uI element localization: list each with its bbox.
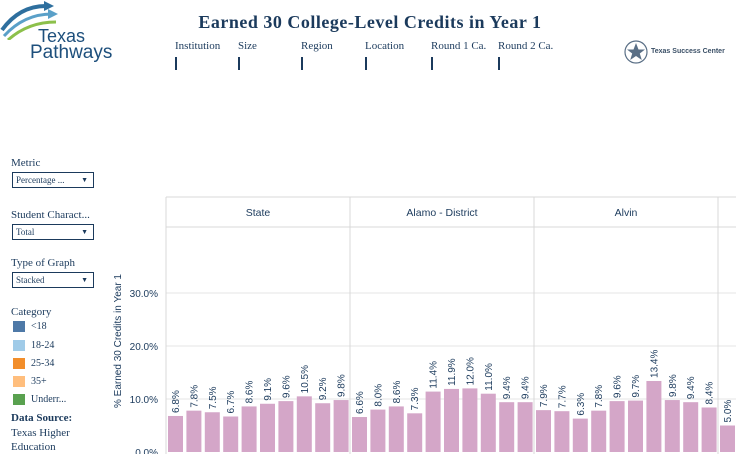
category-legend: <18 18-24 25-34 35+ Underr... [0, 318, 110, 406]
bar-value-label: 9.1% [263, 378, 274, 401]
y-tick-label: 0.0% [135, 448, 158, 454]
bar [186, 410, 202, 452]
bar-value-label: 11.0% [484, 363, 495, 391]
y-tick-label: 20.0% [130, 342, 158, 353]
filter-location[interactable]: Location [365, 40, 404, 70]
bar [333, 400, 349, 452]
bar-value-label: 6.8% [171, 390, 182, 413]
chevron-down-icon: ▼ [81, 176, 88, 184]
bar [168, 415, 183, 452]
graph-type-select[interactable]: Stacked ▼ [12, 272, 94, 288]
bar-value-label: 9.4% [686, 376, 697, 399]
panel-header-label: Alamo - District [406, 207, 477, 219]
bar [388, 406, 404, 452]
bar [260, 403, 275, 452]
bar [407, 413, 423, 452]
bar [241, 406, 257, 452]
bar [720, 425, 735, 452]
bar-value-label: 8.4% [705, 382, 716, 405]
filter-region[interactable]: Region [301, 40, 333, 70]
bar [370, 409, 386, 452]
partner-name: Texas Success Center [651, 48, 725, 55]
bar [352, 417, 367, 452]
chevron-down-icon: ▼ [81, 276, 88, 284]
bar [425, 391, 441, 452]
bar-value-label: 9.2% [318, 377, 329, 400]
filter-institution[interactable]: Institution [175, 40, 220, 70]
texas-success-center-logo: Texas Success Center [624, 40, 725, 69]
filter-round2[interactable]: Round 2 Ca. [498, 40, 553, 70]
data-source-title: Data Source: [11, 412, 73, 424]
bar-value-label: 9.4% [521, 376, 532, 399]
bar [628, 400, 643, 452]
bar-value-label: 13.4% [649, 350, 660, 378]
category-label: Category [11, 306, 52, 318]
bar-value-label: 8.0% [373, 384, 384, 407]
bar-value-label: 7.5% [208, 386, 219, 409]
page-title: Earned 30 College-Level Credits in Year … [198, 12, 542, 32]
bar-value-label: 7.8% [594, 385, 605, 408]
logo-line-2: Pathways [30, 42, 113, 63]
bar-value-label: 9.6% [613, 375, 624, 398]
bar [444, 388, 459, 452]
bar-value-label: 9.6% [281, 375, 292, 398]
bar [701, 407, 717, 452]
student-characteristic-select[interactable]: Total ▼ [12, 224, 94, 240]
filter-size[interactable]: Size [238, 40, 257, 70]
bar-value-label: 9.4% [502, 376, 513, 399]
bar [278, 401, 294, 452]
bar-value-label: 6.3% [576, 393, 587, 416]
bar-value-label: 11.4% [429, 361, 440, 389]
bar [315, 403, 331, 452]
bar-value-label: 6.6% [355, 391, 366, 414]
data-source-line: Education [11, 441, 56, 453]
bar [223, 416, 239, 452]
bar [572, 418, 588, 452]
graph-type-label: Type of Graph [11, 257, 75, 269]
bar-value-label: 5.0% [723, 400, 734, 423]
bar [683, 402, 699, 452]
bar-value-label: 9.8% [668, 374, 679, 397]
texas-pathways-logo: Texas Pathways [0, 0, 150, 70]
bar-value-label: 9.8% [337, 374, 348, 397]
bar-value-label: 11.9% [447, 358, 458, 386]
bar-value-label: 6.7% [226, 391, 237, 414]
bar [204, 412, 220, 452]
metric-select[interactable]: Percentage ... ▼ [12, 172, 94, 188]
bar [609, 401, 625, 452]
bar [480, 393, 496, 452]
logo-arrows-icon [0, 1, 58, 40]
bar-value-label: 7.8% [189, 385, 200, 408]
bar [517, 402, 533, 452]
bar-value-label: 12.0% [465, 357, 476, 385]
bar-value-label: 7.7% [557, 385, 568, 408]
bar [591, 410, 607, 452]
metric-label: Metric [11, 157, 41, 169]
bar [664, 400, 680, 452]
bar-value-label: 10.5% [300, 365, 311, 393]
bar-value-label: 8.6% [245, 381, 256, 404]
bar-value-label: 8.6% [392, 381, 403, 404]
bar-value-label: 9.7% [631, 375, 642, 398]
bar [296, 396, 312, 452]
logo-line-1: Texas [38, 26, 86, 46]
data-source-line: Texas Higher [11, 427, 70, 439]
panel-header-label: Alvin [615, 207, 638, 219]
bar [646, 380, 662, 452]
bar [536, 410, 551, 452]
bar [462, 388, 478, 452]
star-seal-icon [624, 40, 648, 64]
chevron-down-icon: ▼ [81, 228, 88, 236]
y-tick-label: 10.0% [130, 395, 158, 406]
panel-header-label: State [246, 207, 271, 219]
bar [499, 402, 515, 452]
y-tick-label: 30.0% [130, 289, 158, 300]
bar-value-label: 7.9% [539, 384, 550, 407]
y-axis-label: % Earned 30 Credits in Year 1 [113, 274, 124, 408]
bar-value-label: 7.3% [410, 387, 421, 410]
filter-round1[interactable]: Round 1 Ca. [431, 40, 486, 70]
student-characteristic-label: Student Charact... [11, 209, 90, 221]
bar [554, 411, 570, 452]
